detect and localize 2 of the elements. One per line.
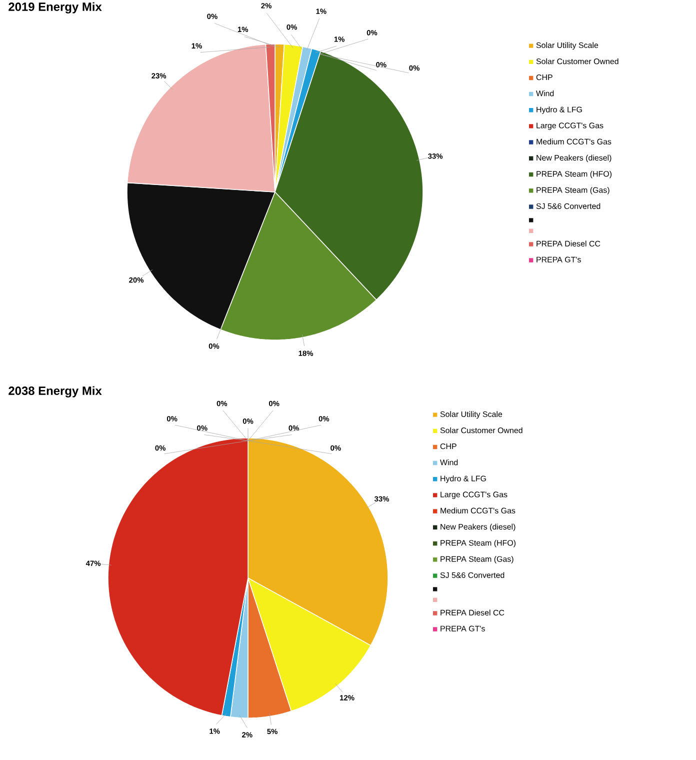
chart-title: 2019 Energy Mix <box>8 2 102 14</box>
chart-title: 2038 Energy Mix <box>8 386 102 398</box>
